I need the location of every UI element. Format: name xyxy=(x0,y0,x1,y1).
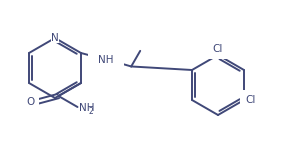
Text: N: N xyxy=(51,33,59,43)
Text: NH: NH xyxy=(98,55,114,65)
Text: Cl: Cl xyxy=(245,95,255,105)
Text: 2: 2 xyxy=(89,107,93,116)
Text: Cl: Cl xyxy=(213,44,223,54)
Text: NH: NH xyxy=(78,103,94,113)
Text: O: O xyxy=(26,97,34,107)
